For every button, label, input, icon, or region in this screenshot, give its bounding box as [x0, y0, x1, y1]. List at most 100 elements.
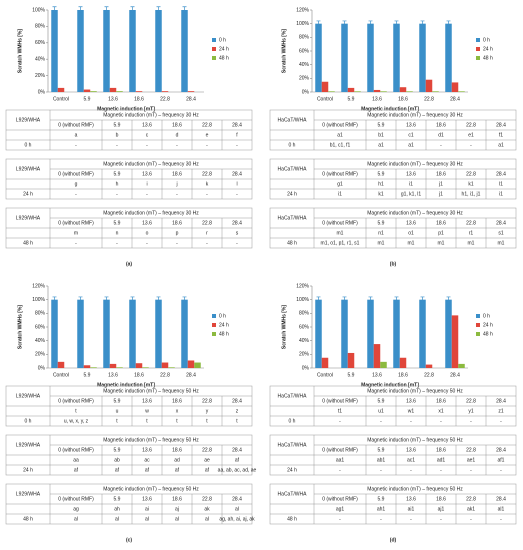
group-id: t1: [338, 408, 342, 414]
bar: [380, 361, 387, 368]
bar: [341, 299, 348, 368]
result: i1: [338, 191, 342, 197]
bar: [354, 91, 361, 92]
result: i1: [499, 191, 503, 197]
y-tick-label: 100%: [296, 297, 309, 303]
y-tick-label: 0%: [302, 89, 310, 95]
y-tick-label: 40%: [299, 62, 310, 68]
group-id: ah: [114, 506, 120, 512]
col-header: 28.4: [496, 171, 506, 177]
bar: [155, 10, 162, 92]
result: -: [236, 142, 238, 148]
y-tick-label: 100%: [32, 7, 45, 13]
col-header: 22.8: [202, 220, 212, 226]
group-id: c1: [408, 132, 414, 138]
result: -: [206, 240, 208, 246]
result: -: [470, 418, 472, 424]
legend-swatch: [212, 332, 216, 336]
col-header: 18.6: [172, 220, 182, 226]
result: al: [115, 516, 119, 522]
legend-label: 48 h: [483, 331, 493, 337]
group-id: w1: [408, 408, 415, 414]
col-header: 13.6: [406, 447, 416, 453]
result: al: [205, 516, 209, 522]
x-tick-label: 13.6: [372, 96, 382, 102]
col-header: 22.8: [202, 171, 212, 177]
result: -: [176, 142, 178, 148]
group-id: af1: [498, 457, 505, 463]
legend-swatch: [476, 314, 480, 318]
row-label: 48 h: [287, 516, 297, 522]
error-bar: [130, 6, 135, 14]
row-label: 24 h: [23, 191, 33, 197]
group-id: t: [75, 408, 77, 414]
error-bar: [104, 6, 109, 14]
table-header: Magnetic induction (mT) – frequency 30 H…: [103, 210, 199, 216]
row-label: 0 h: [25, 142, 32, 148]
result: -: [146, 240, 148, 246]
bar: [90, 91, 97, 92]
col-header: 18.6: [436, 496, 446, 502]
col-header: 22.8: [466, 398, 476, 404]
bar: [116, 91, 123, 92]
result: -: [116, 240, 118, 246]
col-header: 28.4: [232, 496, 242, 502]
legend-label: 24 h: [219, 46, 229, 52]
error-bar: [316, 20, 321, 27]
result: -: [500, 516, 502, 522]
error-bar: [342, 296, 347, 303]
bar: [90, 367, 97, 368]
bar: [51, 299, 58, 368]
bar: [321, 357, 329, 368]
error-bar: [156, 296, 161, 303]
legend-label: 48 h: [219, 55, 229, 61]
result: -: [206, 142, 208, 148]
x-tick-label: 22.8: [160, 372, 170, 378]
group-id: l1: [499, 181, 503, 187]
col-header: 13.6: [142, 398, 152, 404]
group-id: p1: [438, 230, 444, 236]
x-tick-label: 18.6: [398, 96, 408, 102]
group-id: s1: [498, 230, 504, 236]
row-label: HaCaT/WHA: [278, 166, 308, 172]
y-tick-label: 20%: [299, 352, 310, 358]
result: b1, c1, f1: [330, 142, 351, 148]
legend-label: 0 h: [483, 313, 490, 319]
row-label: HaCaT/WHA: [278, 393, 308, 399]
group-id: b1: [378, 132, 384, 138]
error-bar: [182, 6, 187, 14]
x-tick-label: 22.8: [424, 96, 434, 102]
group-id: f: [236, 132, 238, 138]
col-header: 0 (without RMF): [58, 447, 94, 453]
group-id: c: [146, 132, 149, 138]
col-header: 18.6: [172, 496, 182, 502]
col-header: 5.9: [114, 496, 121, 502]
row-label: 0 h: [289, 418, 296, 424]
table-header: Magnetic induction (mT) – frequency 50 H…: [103, 388, 199, 394]
table-header: Magnetic induction (mT) – frequency 50 H…: [103, 437, 199, 443]
x-tick-label: 22.8: [424, 372, 434, 378]
error-bar: [342, 20, 347, 27]
col-header: 5.9: [378, 122, 385, 128]
result: -: [75, 142, 77, 148]
bar: [399, 87, 407, 92]
group-id: x: [176, 408, 179, 414]
result: a1: [408, 142, 414, 148]
row-label: 24 h: [23, 467, 33, 473]
group-id: j1: [438, 181, 443, 187]
col-header: 18.6: [172, 447, 182, 453]
result: af: [115, 467, 120, 473]
result: m1, o1, p1, r1, s1: [321, 240, 360, 246]
table-header: Magnetic induction (mT) – frequency 30 H…: [103, 112, 199, 118]
col-header: 28.4: [496, 447, 506, 453]
group-id: ai1: [408, 506, 415, 512]
x-tick-label: 18.6: [134, 96, 144, 102]
group-id: z: [236, 408, 239, 414]
x-tick-label: 28.4: [450, 372, 460, 378]
col-header: 28.4: [496, 122, 506, 128]
bar: [161, 362, 169, 368]
bar: [425, 79, 433, 92]
table-header: Magnetic induction (mT) – frequency 50 H…: [367, 437, 463, 443]
group-id: ah1: [377, 506, 386, 512]
result: a1: [498, 142, 504, 148]
